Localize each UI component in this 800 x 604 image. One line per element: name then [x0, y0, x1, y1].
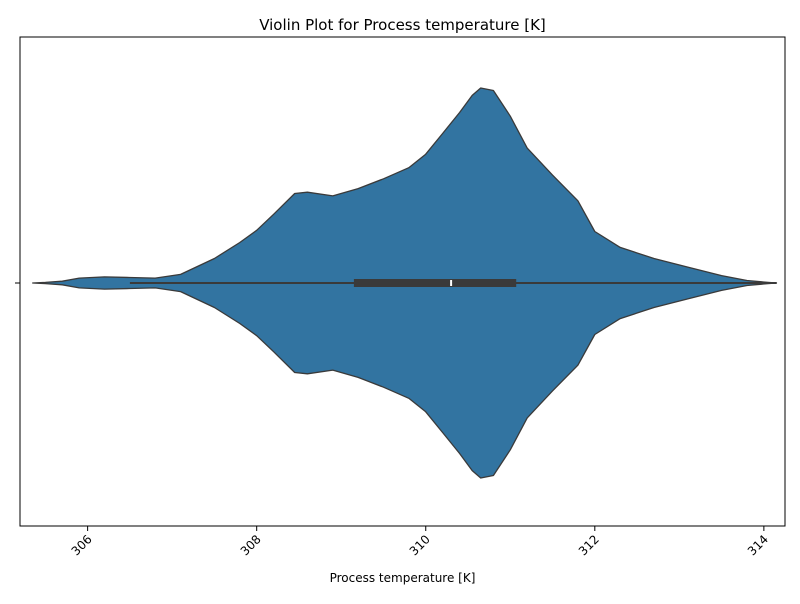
x-axis-ticks: 306 308 310 312 314	[69, 526, 771, 558]
plot-area	[32, 87, 778, 479]
x-tick-label: 314	[745, 532, 771, 558]
iqr-box	[353, 279, 517, 287]
axes-frame	[19, 36, 786, 527]
x-tick-label: 306	[69, 532, 95, 558]
chart-title: Violin Plot for Process temperature [K]	[259, 16, 546, 34]
x-tick-label: 312	[576, 532, 602, 558]
x-tick-label: 308	[238, 532, 264, 558]
x-tick-label: 310	[407, 532, 433, 558]
x-axis-label: Process temperature [K]	[330, 571, 476, 585]
median-marker	[450, 280, 453, 286]
